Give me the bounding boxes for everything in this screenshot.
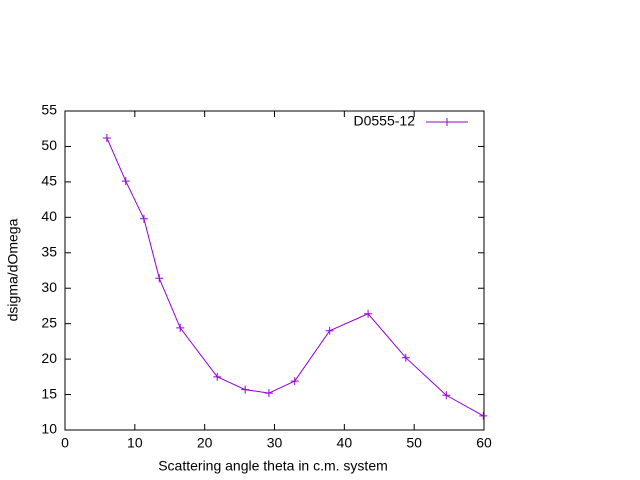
data-point <box>139 214 148 223</box>
y-tick-label: 50 <box>41 137 57 153</box>
x-tick-label: 0 <box>61 435 69 451</box>
y-tick-label: 20 <box>41 350 57 366</box>
y-axis-label: dsigma/dOmega <box>5 218 21 321</box>
data-point <box>241 385 250 394</box>
data-point <box>401 353 410 362</box>
y-tick-label: 55 <box>41 102 57 118</box>
x-tick-label: 20 <box>197 435 213 451</box>
data-point <box>176 323 185 332</box>
y-tick-label: 40 <box>41 208 57 224</box>
x-tick-label: 30 <box>267 435 283 451</box>
y-tick-label: 25 <box>41 314 57 330</box>
y-tick-label: 45 <box>41 173 57 189</box>
data-point <box>364 309 373 318</box>
data-point <box>102 133 111 142</box>
plot-frame <box>64 110 485 431</box>
y-tick-label: 10 <box>41 421 57 437</box>
legend-label: D0555-12 <box>354 113 416 129</box>
data-point <box>213 372 222 381</box>
legend-marker <box>443 118 451 126</box>
data-point <box>325 326 334 335</box>
x-tick-label: 50 <box>406 435 422 451</box>
x-tick-label: 60 <box>476 435 492 451</box>
x-tick-label: 10 <box>127 435 143 451</box>
x-tick-label: 40 <box>337 435 353 451</box>
y-tick-label: 15 <box>41 385 57 401</box>
data-point <box>479 411 488 420</box>
y-tick-label: 35 <box>41 243 57 259</box>
y-tick-label: 30 <box>41 279 57 295</box>
data-point <box>290 377 299 386</box>
data-point <box>155 274 164 283</box>
data-point <box>121 177 130 186</box>
data-point <box>264 389 273 398</box>
x-axis-label: Scattering angle theta in c.m. system <box>158 458 388 474</box>
data-line <box>106 137 484 417</box>
data-point <box>442 391 451 400</box>
